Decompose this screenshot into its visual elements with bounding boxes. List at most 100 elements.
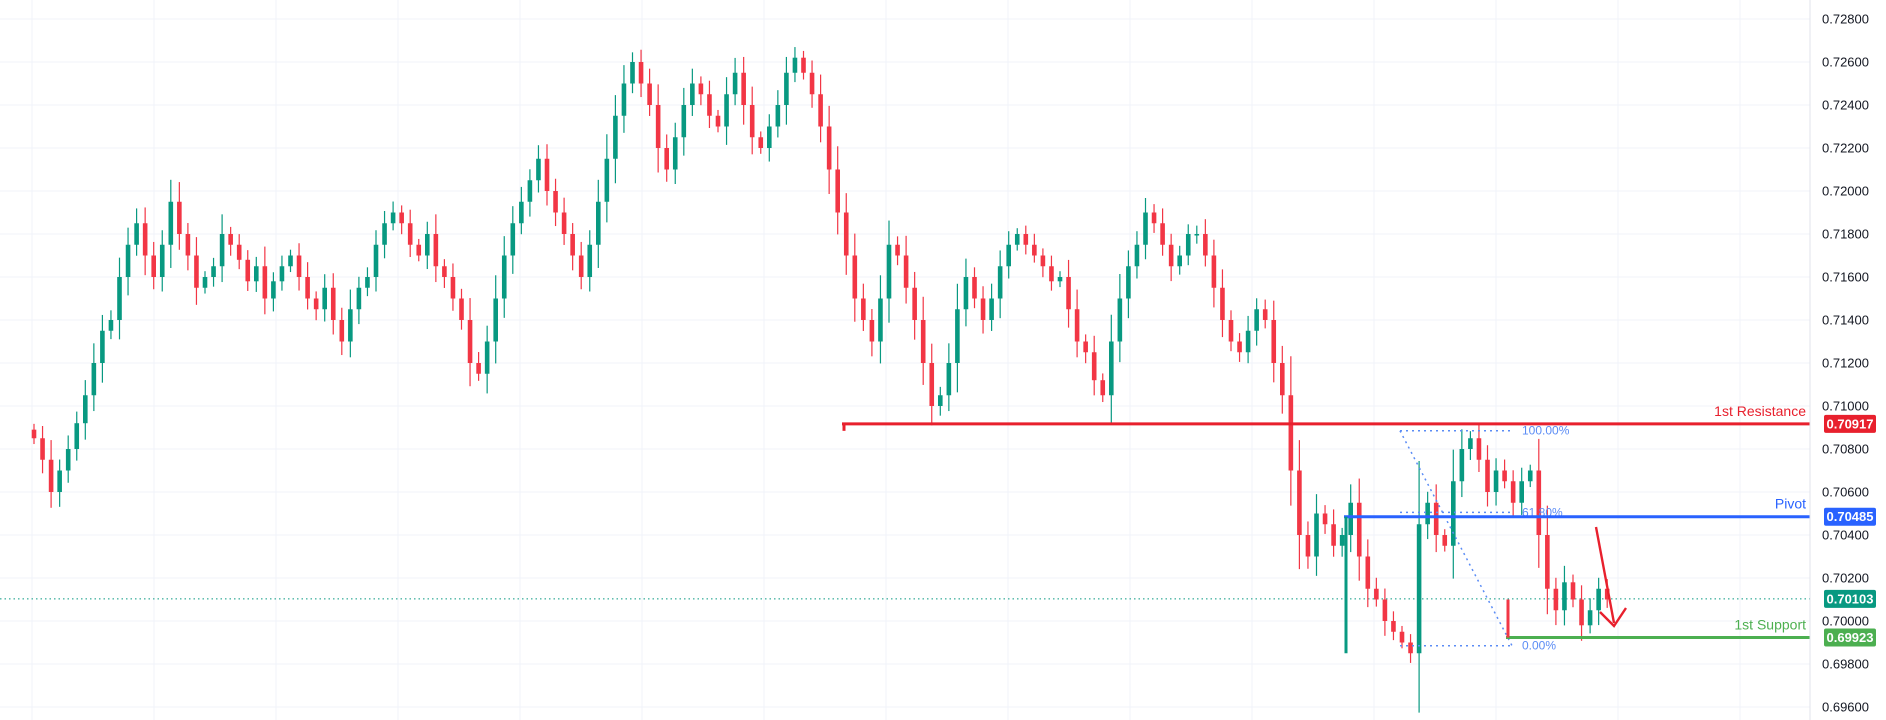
current-price-tag <box>1824 589 1876 608</box>
candle-body <box>698 83 704 95</box>
candle-body <box>1382 599 1388 621</box>
candle-body <box>322 287 327 310</box>
candle-body <box>459 298 464 320</box>
level-label: 1st Support <box>1734 617 1806 633</box>
candle-body <box>1262 309 1268 320</box>
candle-body <box>373 244 379 277</box>
candle-body <box>980 298 986 320</box>
candle-body <box>279 266 285 282</box>
candle-body <box>929 363 935 406</box>
candle-body <box>1442 535 1448 546</box>
level-price-tag-text: 0.70485 <box>1827 509 1874 524</box>
candle-body <box>1049 266 1054 282</box>
candle-body <box>758 137 764 148</box>
candle-body <box>672 137 678 170</box>
candle-body <box>938 395 943 406</box>
candle-body <box>1177 255 1182 267</box>
candle-body <box>467 320 473 363</box>
current-price-tag-text: 0.70103 <box>1827 591 1874 606</box>
candle-body <box>1126 266 1131 299</box>
candle-body <box>476 363 481 374</box>
candle-body <box>194 255 199 288</box>
candle-body <box>972 277 977 299</box>
candle-body <box>1280 363 1285 396</box>
candle-body <box>1168 244 1174 267</box>
candle-body <box>613 115 618 159</box>
candle-body <box>963 277 969 310</box>
fib-level-label: 0.00% <box>1522 639 1556 653</box>
candle-body <box>647 83 652 105</box>
candle-body <box>895 244 900 256</box>
candle-body <box>501 255 507 299</box>
candle-body <box>544 158 550 191</box>
candle-body <box>707 94 712 116</box>
candle-body <box>621 83 627 116</box>
price-axis-tick-label: 0.72200 <box>1822 141 1869 156</box>
candle-body <box>638 62 644 84</box>
candle-body <box>1399 631 1405 643</box>
candle-body <box>784 72 789 105</box>
candle-body <box>997 266 1003 299</box>
candle-body <box>1510 481 1516 503</box>
candle-body <box>305 277 310 299</box>
candle-body <box>1040 255 1046 267</box>
candle-body <box>65 449 71 471</box>
fib-level-label: 100.00% <box>1522 424 1570 438</box>
candle-body <box>1527 470 1533 482</box>
candle-body <box>681 105 687 138</box>
candle-body <box>1579 599 1584 626</box>
candle-body <box>1391 621 1396 632</box>
candle-body <box>91 363 97 396</box>
candle-body <box>83 395 88 424</box>
candle-body <box>1117 298 1123 342</box>
candle-body <box>1562 582 1567 611</box>
candle-body <box>100 330 105 363</box>
arrow-head <box>1599 607 1627 628</box>
price-levels[interactable]: 1st Resistance Pivot 1st Support <box>842 403 1810 654</box>
candle-body <box>74 423 80 449</box>
candle-body <box>125 244 131 277</box>
candle-body <box>587 244 593 277</box>
candle-body <box>818 94 823 127</box>
price-axis-tick-label: 0.70200 <box>1822 571 1869 586</box>
candle-body <box>1468 438 1473 449</box>
candle-body <box>886 244 892 299</box>
candle-body <box>1339 535 1345 546</box>
candle-body <box>330 287 336 320</box>
candle-body <box>955 309 960 363</box>
candle-body <box>1365 556 1371 589</box>
candle-body <box>1604 588 1610 600</box>
candle-body <box>741 72 746 105</box>
candle-body <box>1066 277 1071 310</box>
price-axis-tick-label: 0.70000 <box>1822 614 1869 629</box>
candle-body <box>903 255 909 288</box>
candle-body <box>878 298 883 342</box>
candle-body <box>382 223 387 245</box>
candle-body <box>134 223 139 245</box>
candle-body <box>236 244 242 260</box>
candle-body <box>1297 470 1302 535</box>
price-axis-tick-label: 0.71400 <box>1822 313 1869 328</box>
candle-body <box>1536 470 1542 535</box>
candle-body <box>1091 352 1097 381</box>
candle-body <box>1023 234 1029 245</box>
candle-body <box>1254 309 1259 331</box>
candle-body <box>561 212 567 234</box>
candle-body <box>1143 212 1148 245</box>
price-axis[interactable]: 0.72800 0.72600 0.72400 0.72200 0.72000 0.718… <box>1822 12 1869 715</box>
candle-body <box>1596 588 1601 611</box>
price-axis-tick-label: 0.72000 <box>1822 184 1869 199</box>
candle-body <box>228 234 233 245</box>
candle-body <box>1203 234 1208 256</box>
candle-body <box>254 266 259 282</box>
candle-body <box>117 277 122 320</box>
candle-body <box>664 148 669 170</box>
candle-body <box>296 255 302 277</box>
direction-arrow <box>1594 526 1627 628</box>
candle-body <box>31 429 37 439</box>
candle-body <box>390 212 396 224</box>
candle-body <box>185 234 191 256</box>
